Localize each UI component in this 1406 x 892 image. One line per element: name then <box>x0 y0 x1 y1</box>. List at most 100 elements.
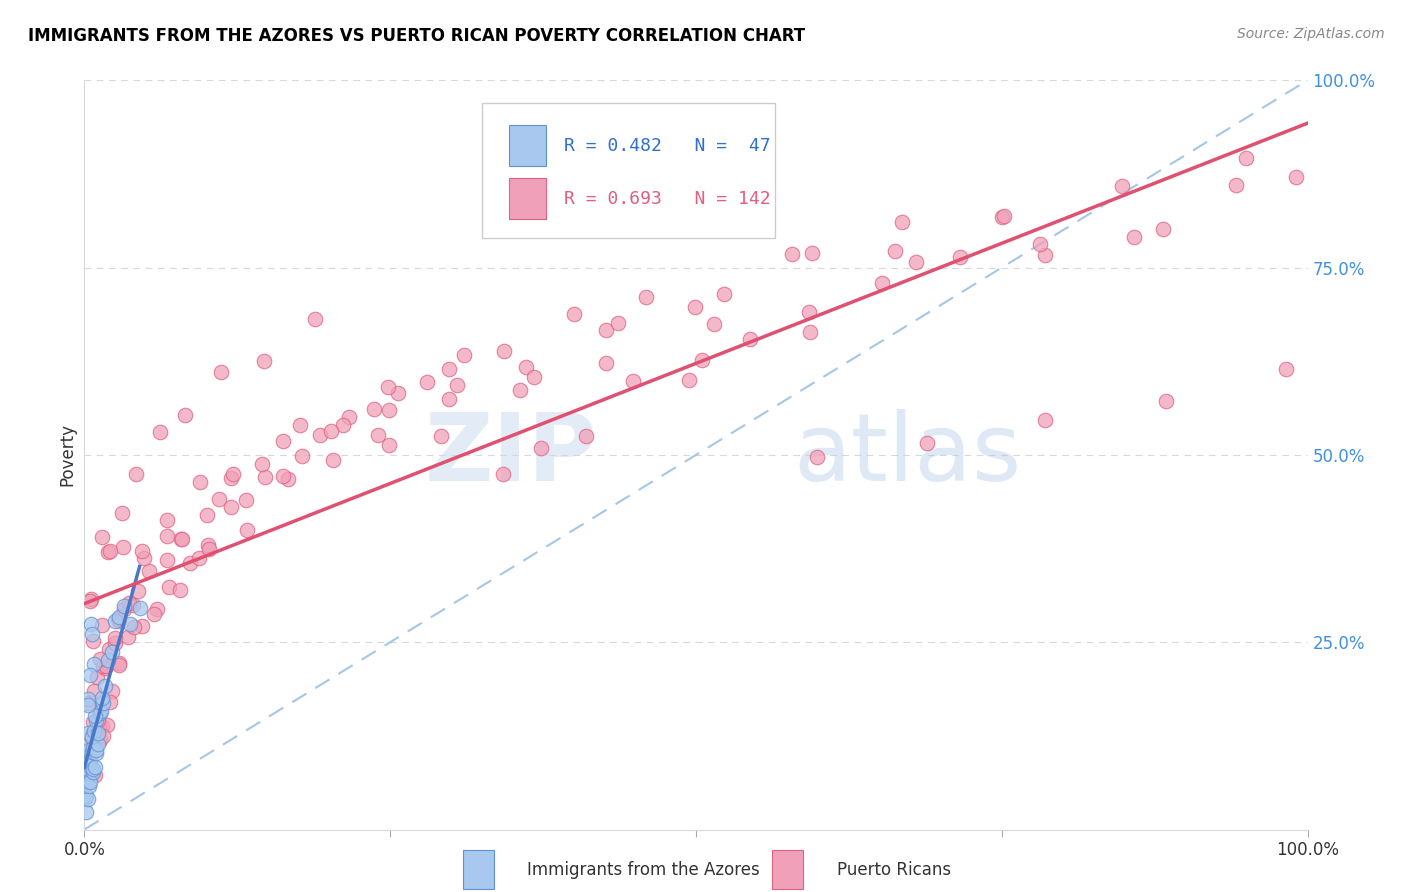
Point <box>90 719 112 733</box>
Point <box>595 356 617 370</box>
Point <box>530 441 553 455</box>
Point <box>87 725 110 739</box>
Point <box>683 300 706 314</box>
Point <box>76 792 98 806</box>
Point <box>80 727 103 741</box>
Point <box>108 657 131 672</box>
Point <box>222 467 245 481</box>
Point <box>253 470 276 484</box>
Point <box>1111 179 1133 194</box>
Point <box>157 580 180 594</box>
Point <box>806 450 828 464</box>
Point <box>387 386 409 401</box>
Point <box>678 373 700 387</box>
Point <box>120 616 142 631</box>
Point <box>101 645 124 659</box>
Point <box>170 532 193 546</box>
Point <box>149 425 172 440</box>
Text: Puerto Ricans: Puerto Ricans <box>837 861 950 879</box>
Point <box>319 425 342 439</box>
Point <box>1029 236 1052 251</box>
Point <box>1284 170 1306 185</box>
Point <box>89 721 111 735</box>
Point <box>446 378 468 392</box>
Point <box>378 438 401 452</box>
Point <box>250 457 273 471</box>
Point <box>575 429 598 443</box>
Point <box>98 695 121 709</box>
Point <box>112 541 135 555</box>
Point <box>367 428 389 442</box>
Point <box>82 763 104 777</box>
Point <box>870 276 893 290</box>
Point <box>75 750 97 764</box>
Point <box>107 612 129 626</box>
Point <box>134 551 156 566</box>
Point <box>75 773 97 788</box>
Point <box>904 255 927 269</box>
Point <box>1152 221 1174 235</box>
Point <box>492 467 515 481</box>
Point <box>104 631 127 645</box>
Point <box>277 472 299 486</box>
Point <box>883 244 905 258</box>
Point <box>492 344 515 359</box>
Point <box>1234 152 1257 166</box>
Point <box>96 659 118 673</box>
Point <box>76 696 98 710</box>
Point <box>117 596 139 610</box>
Point <box>84 709 107 723</box>
Point <box>98 641 121 656</box>
Point <box>91 690 114 705</box>
Point <box>84 743 107 757</box>
Point <box>111 506 134 520</box>
Point <box>83 684 105 698</box>
Point <box>89 733 111 747</box>
Point <box>94 661 117 675</box>
Point <box>82 714 104 729</box>
Point <box>89 651 111 665</box>
Point <box>337 410 360 425</box>
Point <box>271 434 294 448</box>
Point <box>236 524 259 538</box>
Point <box>595 323 617 337</box>
Point <box>94 679 117 693</box>
Point <box>235 492 257 507</box>
Point <box>304 312 326 326</box>
Point <box>89 706 111 720</box>
Point <box>156 529 179 543</box>
Point <box>83 724 105 739</box>
Point <box>79 758 101 772</box>
Point <box>169 532 191 546</box>
Point <box>363 402 385 417</box>
Point <box>195 508 218 522</box>
Text: ZIP: ZIP <box>425 409 598 501</box>
Point <box>322 452 344 467</box>
Point <box>79 754 101 768</box>
Point <box>801 246 824 260</box>
Point <box>91 659 114 673</box>
Text: R = 0.482   N =  47: R = 0.482 N = 47 <box>564 137 770 155</box>
Point <box>77 692 100 706</box>
Bar <box>509 125 546 167</box>
Point <box>84 759 107 773</box>
Point <box>288 418 311 433</box>
Point <box>80 591 103 606</box>
Point <box>219 500 242 514</box>
Point <box>429 429 451 443</box>
Point <box>125 467 148 482</box>
Point <box>169 582 191 597</box>
Point <box>79 668 101 682</box>
Text: atlas: atlas <box>794 409 1022 501</box>
Text: Source: ZipAtlas.com: Source: ZipAtlas.com <box>1237 27 1385 41</box>
Point <box>208 491 231 506</box>
Bar <box>509 178 546 219</box>
Point <box>80 730 103 744</box>
Point <box>309 427 332 442</box>
Point <box>155 553 177 567</box>
Point <box>131 543 153 558</box>
Point <box>174 408 197 422</box>
Point <box>377 379 399 393</box>
Point <box>91 729 114 743</box>
Point <box>891 215 914 229</box>
